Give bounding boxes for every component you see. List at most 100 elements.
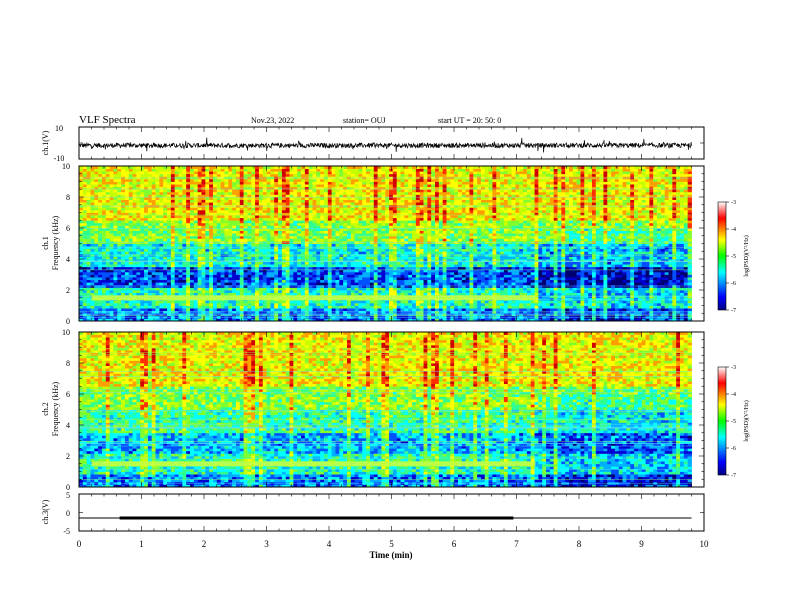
spectrogram-cell: [258, 228, 264, 231]
spectrogram-cell: [373, 194, 378, 198]
spectrogram-cell: [270, 259, 275, 262]
spectrogram-cell: [128, 171, 133, 175]
spectrogram-cell: [98, 191, 103, 195]
spectrogram-cell: [320, 318, 325, 321]
spectrogram-cell: [124, 269, 130, 273]
spectrogram-cell: [186, 238, 191, 242]
spectrogram-cell: [358, 282, 363, 286]
spectrogram-cell: [255, 302, 260, 306]
spectrogram-cell: [278, 207, 283, 211]
spectrogram-cell: [186, 209, 191, 213]
spectrogram-cell: [312, 173, 317, 177]
spectrogram-cell: [247, 217, 252, 221]
spectrogram-cell: [255, 305, 260, 309]
spectrogram-cell: [247, 256, 252, 260]
spectrogram-cell: [335, 305, 340, 309]
spectrogram-cell: [255, 199, 260, 203]
spectrogram-cell: [316, 222, 321, 226]
spectrogram-cell: [151, 308, 156, 312]
spectrogram-cell: [144, 207, 149, 211]
spectrogram-cell: [140, 217, 145, 221]
spectrogram-cell: [174, 284, 179, 288]
spectrogram-cell: [117, 302, 122, 306]
spectrogram-cell: [90, 168, 95, 172]
spectrogram-cell: [266, 248, 271, 252]
spectrogram-cell: [285, 228, 290, 231]
spectrogram-cell: [105, 266, 111, 270]
spectrogram-cell: [320, 287, 325, 291]
spectrogram-cell: [373, 287, 378, 291]
spectrogram-cell: [235, 186, 241, 190]
spectrogram-cell: [132, 173, 137, 177]
spectrogram-cell: [117, 209, 122, 213]
spectrogram-cell: [270, 199, 275, 203]
spectrogram-cell: [392, 171, 398, 175]
spectrogram-cell: [377, 207, 382, 211]
spectrogram-cell: [354, 259, 359, 262]
spectrogram-cell: [270, 282, 275, 286]
spectrogram-cell: [132, 302, 137, 306]
spectrogram-cell: [144, 220, 149, 224]
spectrogram-cell: [136, 166, 141, 169]
spectrogram-cell: [358, 212, 363, 216]
spectrogram-cell: [232, 259, 237, 262]
spectrogram-cell: [247, 220, 252, 224]
spectrogram-cell: [155, 256, 160, 260]
spectrogram-cell: [128, 251, 133, 255]
spectrogram-cell: [232, 178, 237, 182]
spectrogram-cell: [105, 217, 111, 221]
spectrogram-cell: [170, 199, 176, 203]
spectrogram-cell: [278, 217, 283, 221]
spectrogram-cell: [101, 202, 107, 206]
spectrogram-cell: [381, 292, 386, 296]
spectrogram-cell: [312, 191, 317, 195]
spectrogram-cell: [320, 269, 325, 273]
spectrogram-cell: [278, 269, 283, 273]
spectrogram-cell: [285, 248, 290, 252]
spectrogram-cell: [358, 271, 363, 275]
spectrogram-cell: [304, 284, 310, 288]
spectrogram-cell: [174, 215, 179, 219]
spectrogram-cell: [132, 264, 137, 268]
spectrogram-cell: [339, 310, 344, 314]
spectrogram-cell: [239, 202, 245, 206]
spectrogram-cell: [262, 230, 267, 234]
spectrogram-cell: [251, 197, 256, 200]
spectrogram-cell: [346, 308, 352, 312]
spectrogram-cell: [274, 259, 279, 262]
spectrogram-cell: [178, 277, 183, 281]
spectrogram-cell: [285, 302, 290, 306]
spectrogram-cell: [358, 222, 363, 226]
spectrogram-cell: [82, 238, 88, 242]
spectrogram-cell: [369, 197, 375, 200]
spectrogram-cell: [216, 228, 222, 231]
spectrogram-cell: [193, 261, 199, 265]
spectrogram-cell: [101, 277, 107, 281]
spectrogram-cell: [251, 228, 256, 231]
spectrogram-cell: [113, 256, 118, 260]
spectrogram-cell: [167, 251, 172, 255]
spectrogram-cell: [220, 181, 225, 185]
spectrogram-cell: [136, 209, 141, 213]
spectrogram-cell: [228, 217, 233, 221]
spectrogram-cell: [327, 259, 333, 262]
spectrogram-cell: [373, 292, 378, 296]
spectrogram-cell: [132, 251, 137, 255]
spectrogram-cell: [354, 233, 359, 237]
spectrogram-cell: [132, 277, 137, 281]
spectrogram-cell: [79, 220, 84, 224]
spectrogram-cell: [232, 230, 237, 234]
spectrogram-cell: [147, 277, 153, 281]
spectrogram-cell: [343, 243, 348, 247]
spectrogram-cell: [258, 235, 264, 239]
spectrogram-cell: [197, 279, 202, 283]
spectrogram-cell: [304, 251, 310, 255]
spectrogram-cell: [182, 264, 187, 268]
spectrogram-cell: [220, 284, 225, 288]
spectrogram-cell: [124, 248, 130, 252]
spectrogram-cell: [140, 310, 145, 314]
spectrogram-cell: [121, 212, 126, 216]
spectrogram-cell: [216, 215, 222, 219]
spectrogram-cell: [193, 194, 199, 198]
spectrogram-cell: [324, 269, 329, 273]
